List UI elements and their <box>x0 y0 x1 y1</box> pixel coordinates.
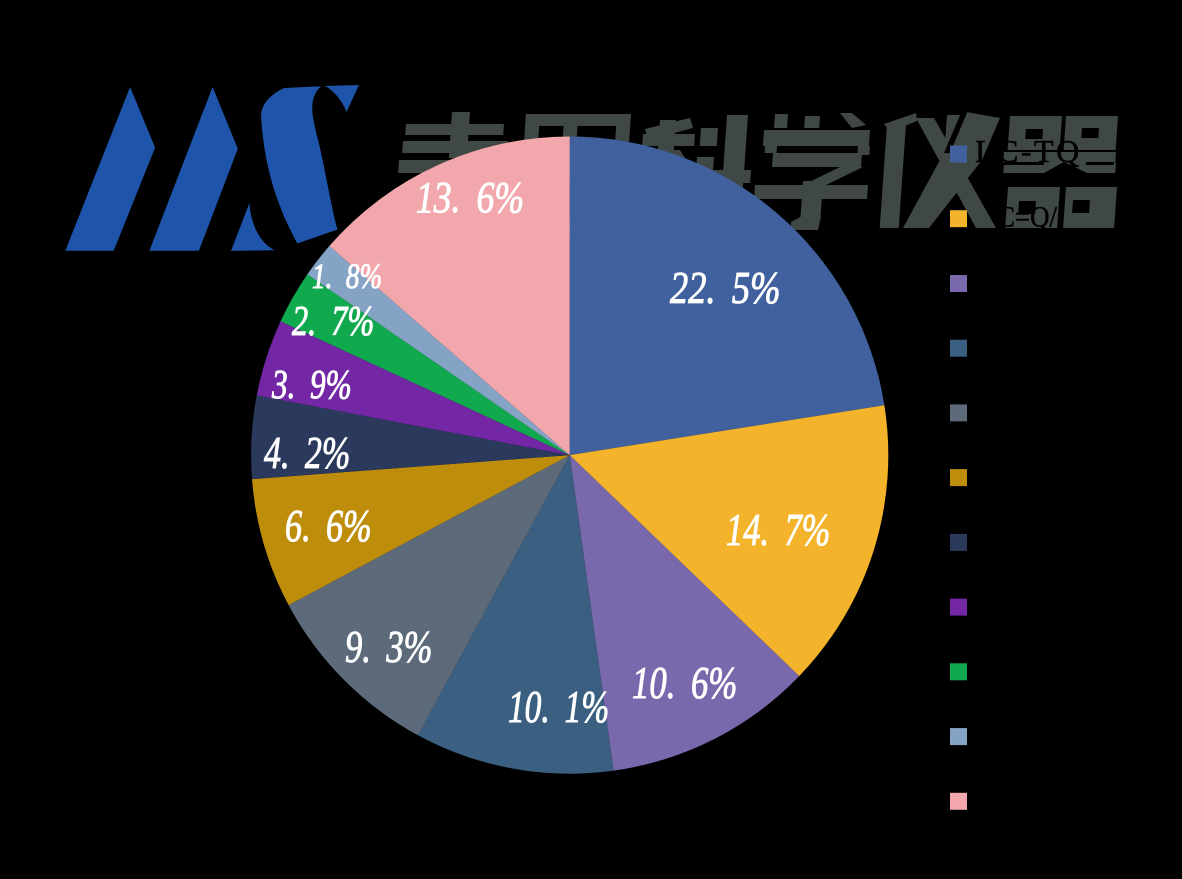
svg-text:C=Q/: C=Q/ <box>997 201 1058 234</box>
svg-text:GC-QTOF: GC-QTOF <box>975 586 1131 622</box>
svg-text:MALDI-TOF: MALDI-TOF <box>975 521 1173 557</box>
svg-text:Other: Other <box>975 780 1060 816</box>
svg-text:LC-QTOF: LC-QTOF <box>975 457 1127 493</box>
svg-text:IC-MS: IC-MS <box>975 651 1076 687</box>
svg-text:LC-TQ: LC-TQ <box>975 133 1082 169</box>
svg-text:GC-MS: GC-MS <box>975 263 1089 299</box>
svg-text:CE-MS: CE-MS <box>975 716 1085 752</box>
svg-text:GC-TQ: GC-TQ <box>975 327 1085 363</box>
svg-text:ICP-MS: ICP-MS <box>975 392 1097 428</box>
